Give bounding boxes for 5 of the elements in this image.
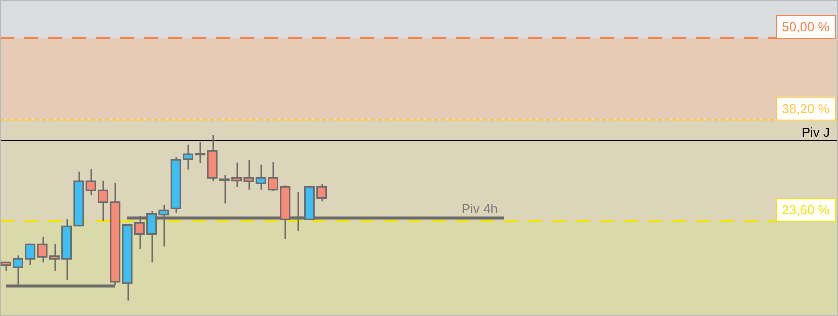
y-tick-label: 23,60 % — [782, 202, 830, 218]
y-tick-label: 50,00 % — [782, 20, 830, 35]
ref-line-label: Piv J — [802, 124, 830, 140]
y-tick-label: 38,20 % — [782, 101, 830, 116]
series-label: Piv 4h — [462, 201, 498, 216]
